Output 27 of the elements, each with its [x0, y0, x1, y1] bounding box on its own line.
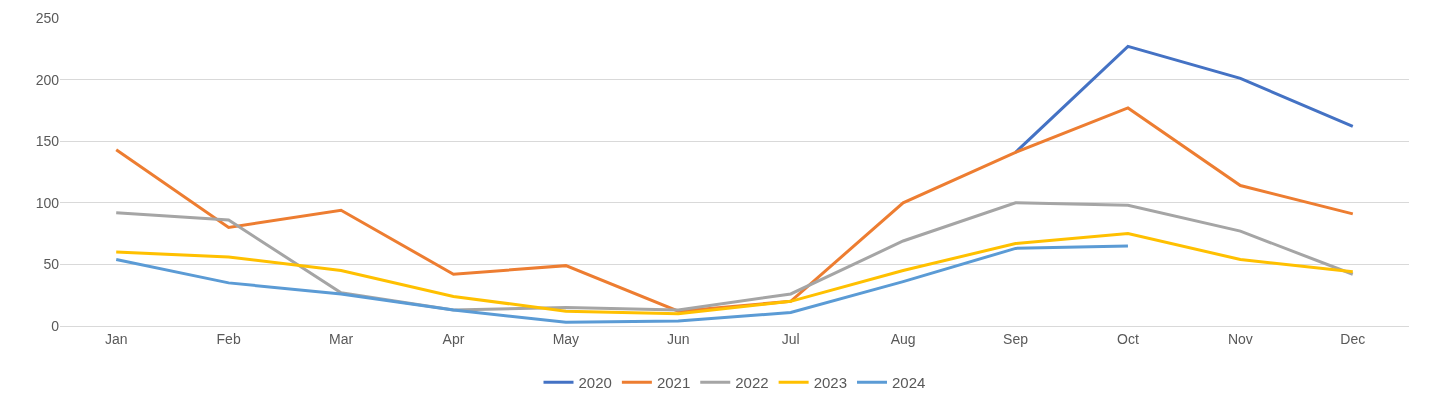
- line-series: [114, 244, 1130, 324]
- x-tick-label: Feb: [216, 330, 241, 347]
- x-tick-label: Sep: [1003, 330, 1029, 347]
- x-tick-label: Aug: [890, 330, 916, 347]
- y-tick-label: 0: [51, 317, 60, 334]
- x-tick-label: May: [552, 330, 580, 347]
- x-tick-label: Nov: [1227, 330, 1253, 347]
- x-tick-label: Oct: [1117, 330, 1139, 347]
- line-series: [114, 106, 1355, 313]
- legend-label: 2023: [813, 374, 847, 392]
- y-tick-label: 100: [35, 194, 60, 211]
- y-tick-label: 150: [35, 133, 60, 150]
- x-tick-label: Jul: [781, 330, 800, 347]
- line-series: [114, 232, 1355, 316]
- y-tick-label: 250: [35, 9, 60, 26]
- x-tick-label: Mar: [328, 330, 354, 347]
- x-tick-label: Apr: [442, 330, 465, 347]
- line-series: [1014, 44, 1355, 154]
- legend-label: 2022: [735, 374, 769, 392]
- y-tick-label: 50: [43, 256, 60, 273]
- x-tick-label: Jun: [667, 330, 690, 347]
- x-tick-label: Jan: [104, 330, 128, 347]
- legend-label: 2021: [656, 374, 691, 392]
- y-tick-label: 200: [35, 71, 60, 88]
- legend-label: 2024: [892, 374, 926, 392]
- legend-label: 2020: [578, 374, 612, 392]
- x-tick-label: Dec: [1340, 330, 1366, 347]
